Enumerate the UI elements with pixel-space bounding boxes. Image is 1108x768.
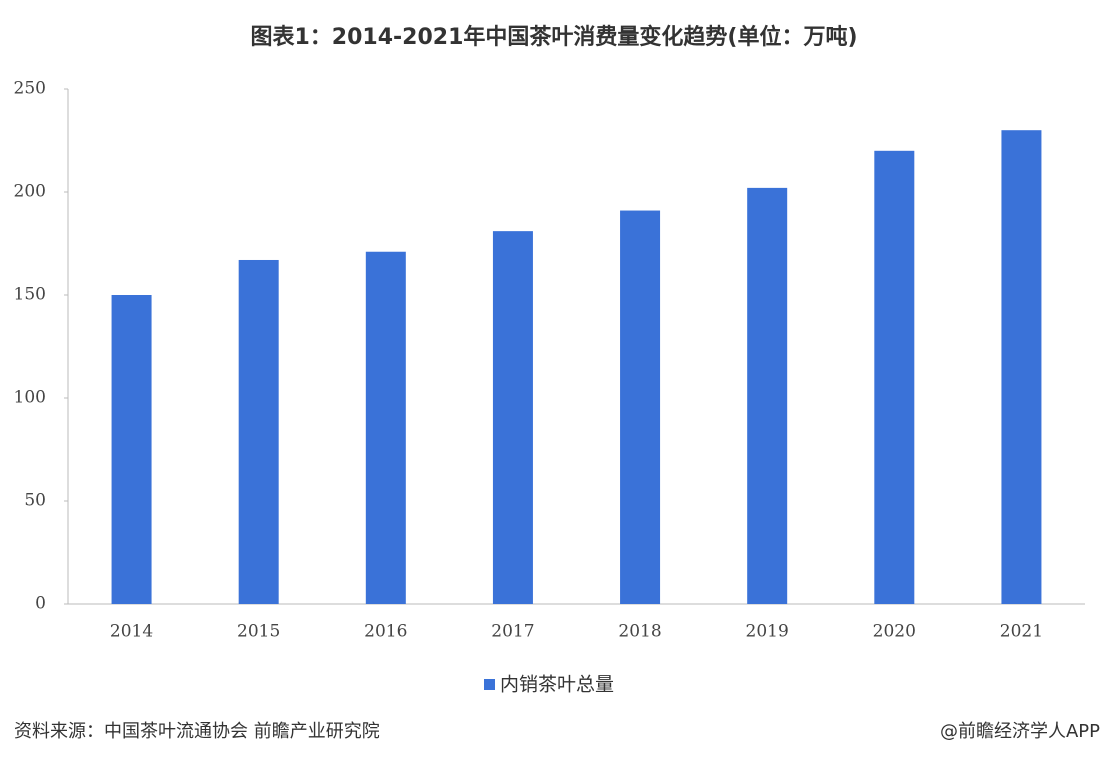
bar xyxy=(747,187,788,604)
x-tick-label: 2015 xyxy=(237,622,280,642)
x-tick-label: 2021 xyxy=(1000,622,1043,642)
bar xyxy=(874,150,915,605)
x-tick-label: 2020 xyxy=(873,622,916,642)
chart-title: 图表1：2014-2021年中国茶叶消费量变化趋势(单位：万吨) xyxy=(250,24,857,50)
source-note: 资料来源：中国茶叶流通协会 前瞻产业研究院 xyxy=(14,721,380,742)
credit: @前瞻经济学人APP xyxy=(940,721,1100,742)
bar xyxy=(238,259,279,604)
x-tick-label: 2018 xyxy=(618,622,661,642)
x-tick-label: 2019 xyxy=(746,622,789,642)
legend-label: 内销茶叶总量 xyxy=(500,674,614,696)
y-tick-label: 150 xyxy=(14,285,46,305)
x-tick-label: 2014 xyxy=(110,622,153,642)
bar xyxy=(111,295,152,604)
x-tick-label: 2016 xyxy=(364,622,407,642)
legend-swatch xyxy=(484,679,495,690)
y-tick-label: 250 xyxy=(14,79,46,99)
bar xyxy=(620,210,661,605)
bar xyxy=(492,231,533,604)
x-tick-label: 2017 xyxy=(491,622,534,642)
y-tick-label: 0 xyxy=(35,594,46,614)
bar xyxy=(365,251,406,605)
bar xyxy=(1001,130,1042,604)
y-tick-label: 50 xyxy=(24,491,46,511)
y-tick-label: 200 xyxy=(14,182,46,202)
y-tick-label: 100 xyxy=(14,388,46,408)
